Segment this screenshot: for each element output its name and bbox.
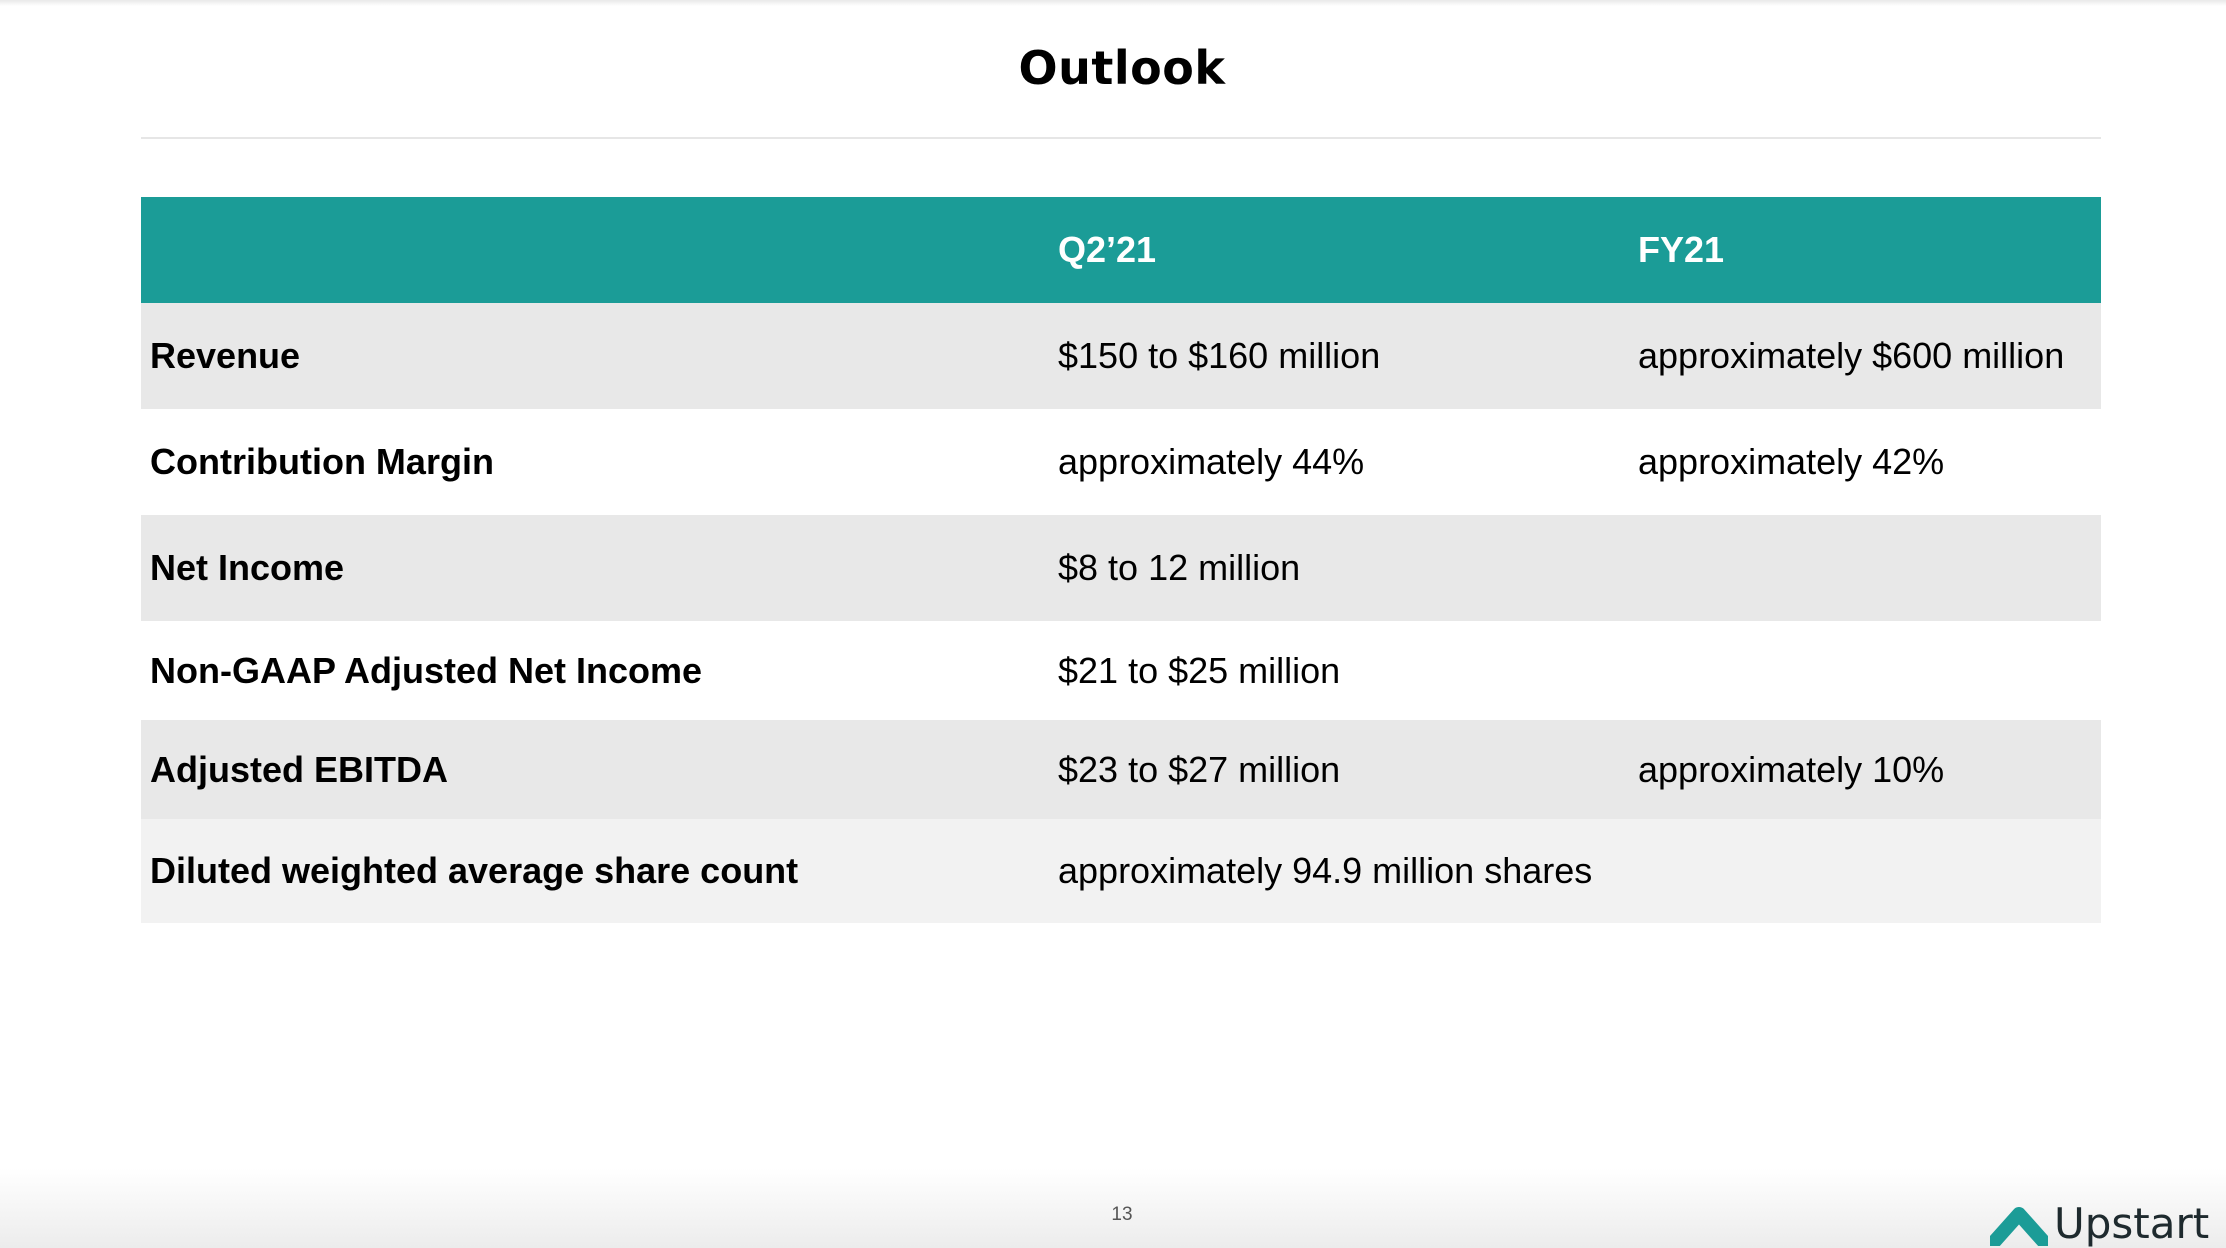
q2-21-value: $23 to $27 million xyxy=(1058,748,1341,790)
metric-label: Diluted weighted average share count xyxy=(150,850,799,891)
fy21-value: approximately 10% xyxy=(1638,748,1945,790)
metric-label: Non-GAAP Adjusted Net Income xyxy=(150,649,703,691)
header-fy21-cell: FY21 xyxy=(1638,229,1725,270)
table-header-row: Q2’21 FY21 xyxy=(141,197,2101,303)
page-title: Outlook xyxy=(1018,41,1226,95)
metric-label: Adjusted EBITDA xyxy=(150,748,449,790)
q2-21-value: $21 to $25 million xyxy=(1058,649,1341,691)
table-row-non-gaap-adjusted-net-income: Non-GAAP Adjusted Net Income $21 to $25 … xyxy=(141,621,2101,720)
q2-21-value: $150 to $160 million xyxy=(1058,335,1381,376)
table-row-adjusted-ebitda: Adjusted EBITDA $23 to $27 million appro… xyxy=(141,720,2101,819)
metric-label: Revenue xyxy=(150,335,301,376)
q2-21-value: approximately 94.9 million shares xyxy=(1058,850,1593,891)
outlook-table: Q2’21 FY21 Revenue $150 to $160 million … xyxy=(141,197,2101,923)
upstart-logo: Upstart xyxy=(1990,1200,2209,1248)
upstart-logo-icon xyxy=(1990,1207,2048,1246)
q2-21-value: $8 to 12 million xyxy=(1058,547,1301,588)
title-divider xyxy=(141,137,2101,139)
table-row-net-income: Net Income $8 to 12 million xyxy=(141,515,2101,621)
metric-label: Net Income xyxy=(150,547,345,588)
logo-text: Upstart xyxy=(2054,1199,2210,1248)
metric-label: Contribution Margin xyxy=(150,441,494,482)
table-row-contribution-margin: Contribution Margin approximately 44% ap… xyxy=(141,409,2101,515)
table-row-diluted-share-count: Diluted weighted average share count app… xyxy=(141,819,2101,923)
fy21-value: approximately $600 million xyxy=(1638,335,2065,376)
table-row-revenue: Revenue $150 to $160 million approximate… xyxy=(141,303,2101,409)
header-q2-21-cell: Q2’21 xyxy=(1058,229,1157,270)
page-number: 13 xyxy=(1111,1204,1133,1225)
footer-band xyxy=(0,1168,2226,1248)
fy21-value: approximately 42% xyxy=(1638,441,1945,482)
q2-21-value: approximately 44% xyxy=(1058,441,1365,482)
top-shadow xyxy=(0,0,2226,6)
